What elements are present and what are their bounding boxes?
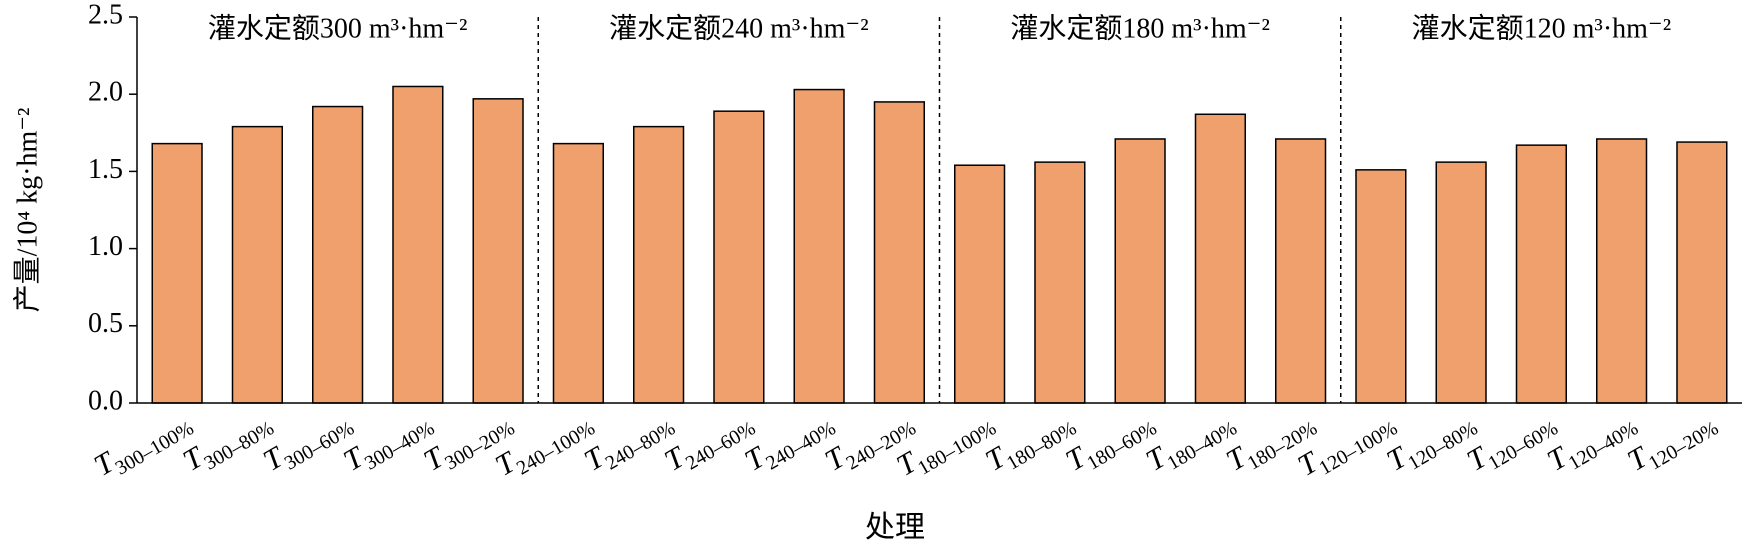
x-tick-label: T180–40% [1141, 402, 1241, 482]
bar [311, 105, 364, 404]
bar [1114, 138, 1166, 404]
x-tick-label: T120–20% [1622, 402, 1722, 482]
x-tick-label: T240–60% [659, 402, 759, 482]
bar [151, 142, 203, 404]
x-tick-label: T120–80% [1381, 402, 1481, 482]
bar [1194, 113, 1247, 404]
bar [231, 125, 284, 404]
y-tick-label: 0.0 [88, 385, 123, 416]
x-tick-label: T300–60% [258, 402, 358, 482]
bar [1355, 169, 1407, 404]
group-title: 灌水定额180 m³·hm⁻² [1010, 12, 1269, 44]
bar [472, 98, 524, 404]
x-tick-label: T120–40% [1542, 402, 1642, 482]
group-title: 灌水定额120 m³·hm⁻² [1412, 12, 1671, 44]
x-tick-label: T240–100% [490, 402, 599, 487]
x-tick-label: T120–100% [1292, 402, 1401, 487]
x-tick-label: T180–60% [1060, 402, 1160, 482]
bar [713, 110, 765, 404]
bar [1515, 144, 1568, 404]
y-tick-label: 1.0 [88, 231, 123, 262]
y-tick-label: 1.5 [88, 154, 123, 185]
x-tick-label: T240–80% [579, 402, 679, 482]
bar [392, 85, 444, 404]
y-axis-label: 产量/10⁴ kg·hm⁻² [11, 108, 43, 313]
y-tick-label: 2.0 [88, 77, 123, 108]
group-title: 灌水定额240 m³·hm⁻² [609, 12, 868, 44]
bar [1676, 141, 1728, 404]
x-tick-label: T180–80% [980, 402, 1080, 482]
y-tick-label: 2.5 [88, 0, 123, 30]
y-tick-label: 0.5 [88, 308, 123, 339]
x-tick-label: T300–40% [338, 402, 438, 482]
x-axis-label: 处理 [865, 511, 925, 544]
bar [1435, 161, 1487, 404]
bar [953, 164, 1006, 404]
x-tick-label: T120–60% [1462, 402, 1562, 482]
bar [552, 142, 605, 404]
x-tick-label: T180–100% [891, 402, 1000, 487]
bar [1274, 138, 1327, 404]
bar [632, 125, 685, 404]
x-tick-label: T240–40% [739, 402, 839, 482]
bar [1034, 161, 1086, 404]
group-title: 灌水定额300 m³·hm⁻² [208, 12, 467, 44]
x-tick-label: T300–80% [178, 402, 278, 482]
bar [1595, 138, 1648, 404]
bar [793, 88, 845, 404]
bar [873, 101, 926, 404]
